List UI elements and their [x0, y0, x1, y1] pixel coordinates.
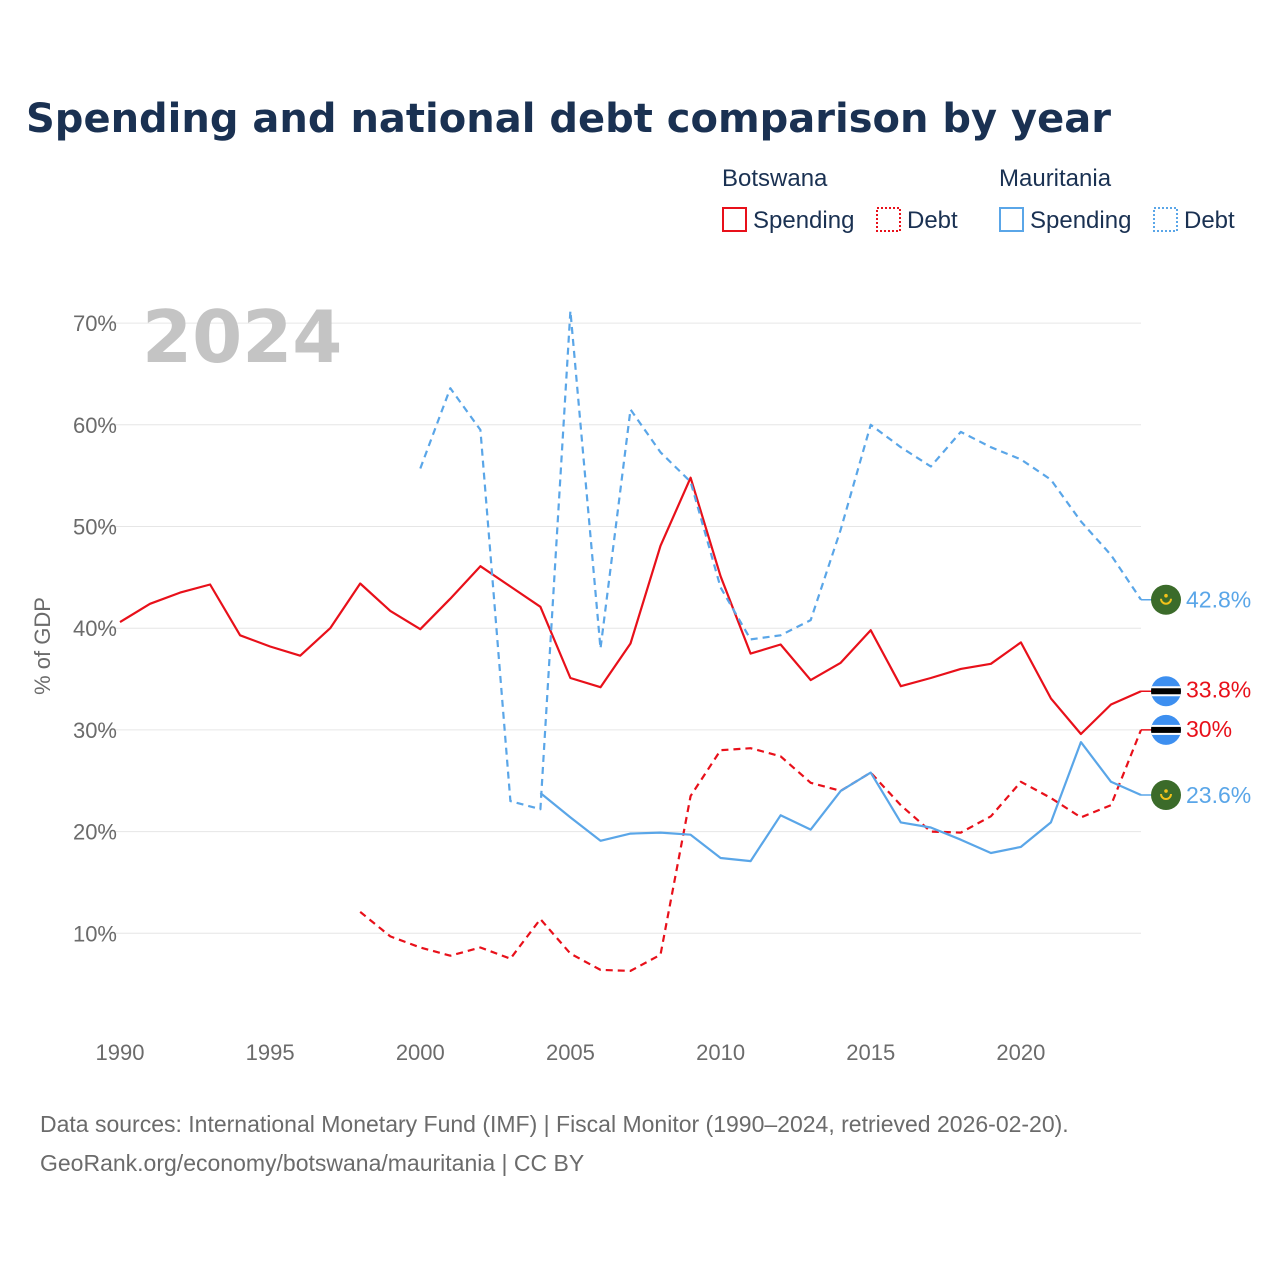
- end-value-label: 33.8%: [1186, 676, 1251, 702]
- series-end-markers: 33.8% 30% 23.6% 42.8%: [1141, 584, 1251, 810]
- flag-mauritania-3: [1151, 584, 1181, 615]
- legend: Botswana Mauritania Spending Debt Spendi…: [722, 165, 1235, 234]
- end-value-label: 23.6%: [1186, 782, 1251, 808]
- legend-swatch-botswana-debt: [876, 207, 901, 232]
- series-lines: [119, 309, 1143, 973]
- y-tick-label: 40%: [73, 616, 117, 641]
- series-line-mauritania-debt: [419, 309, 1142, 811]
- y-tick-label: 70%: [73, 311, 117, 336]
- year-watermark: 2024: [142, 295, 342, 379]
- legend-label-botswana-spending: Spending: [753, 207, 854, 234]
- x-tick-label: 2015: [846, 1040, 895, 1065]
- y-axis-label: % of GDP: [30, 597, 55, 695]
- flag-botswana-1: [1151, 714, 1181, 745]
- y-tick-label: 10%: [73, 921, 117, 946]
- x-tick-label: 2000: [396, 1040, 445, 1065]
- flag-botswana-0: [1151, 676, 1181, 707]
- end-value-label: 30%: [1186, 716, 1232, 742]
- legend-group-botswana: Botswana: [722, 165, 828, 192]
- series-line-botswana-spending: [119, 476, 1142, 736]
- source-line-2: GeoRank.org/economy/botswana/mauritania …: [40, 1150, 584, 1176]
- y-tick-label: 30%: [73, 718, 117, 743]
- source-line-1: Data sources: International Monetary Fun…: [40, 1111, 1069, 1137]
- legend-swatch-botswana-spending: [722, 207, 747, 232]
- x-tick-label: 2005: [546, 1040, 595, 1065]
- flag-mauritania-2: [1151, 779, 1181, 810]
- x-tick-label: 1995: [246, 1040, 295, 1065]
- y-axis-ticks: 10% 20% 30% 40% 50% 60% 70%: [73, 311, 117, 946]
- legend-label-mauritania-debt: Debt: [1184, 207, 1235, 234]
- legend-group-mauritania: Mauritania: [999, 165, 1112, 192]
- series-line-botswana-debt: [359, 729, 1143, 973]
- y-tick-label: 20%: [73, 820, 117, 845]
- series-line-mauritania-spending: [539, 740, 1142, 863]
- legend-label-botswana-debt: Debt: [907, 207, 958, 234]
- chart-title: Spending and national debt comparison by…: [26, 96, 1111, 142]
- legend-label-mauritania-spending: Spending: [1030, 207, 1131, 234]
- y-tick-label: 60%: [73, 413, 117, 438]
- y-tick-label: 50%: [73, 515, 117, 540]
- x-axis-ticks: 1990 1995 2000 2005 2010 2015 2020: [96, 1040, 1046, 1065]
- x-tick-label: 2010: [696, 1040, 745, 1065]
- x-tick-label: 2020: [996, 1040, 1045, 1065]
- legend-swatch-mauritania-spending: [999, 207, 1024, 232]
- legend-swatch-mauritania-debt: [1153, 207, 1178, 232]
- x-tick-label: 1990: [96, 1040, 145, 1065]
- gridlines: [98, 322, 1141, 934]
- end-value-label: 42.8%: [1186, 587, 1251, 613]
